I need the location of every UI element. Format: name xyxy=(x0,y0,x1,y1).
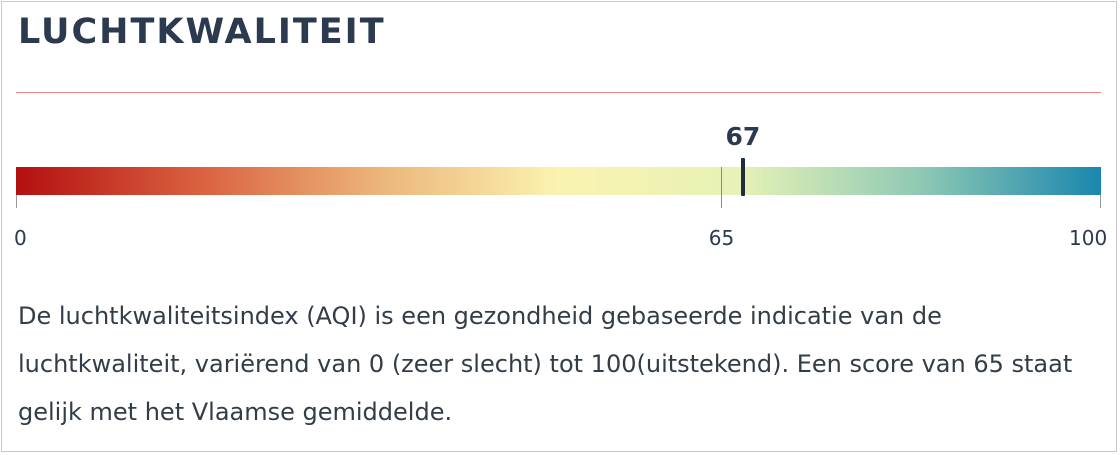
score-value: 67 xyxy=(725,122,761,151)
tick-min xyxy=(16,195,17,208)
aqi-description: De luchtkwaliteitsindex (AQI) is een gez… xyxy=(18,302,1073,426)
aqi-scale: 0 65 100 67 xyxy=(14,122,1107,252)
tick-max xyxy=(1100,195,1101,208)
tick-label-min: 0 xyxy=(14,226,27,250)
tick-label-max: 100 xyxy=(1069,226,1108,250)
card-title: LUCHTKWALITEIT xyxy=(18,12,386,52)
title-divider xyxy=(16,92,1101,93)
aqi-gradient-bar xyxy=(16,167,1101,195)
tick-label-average: 65 xyxy=(708,226,735,250)
score-marker xyxy=(740,158,745,196)
average-line xyxy=(721,167,723,208)
